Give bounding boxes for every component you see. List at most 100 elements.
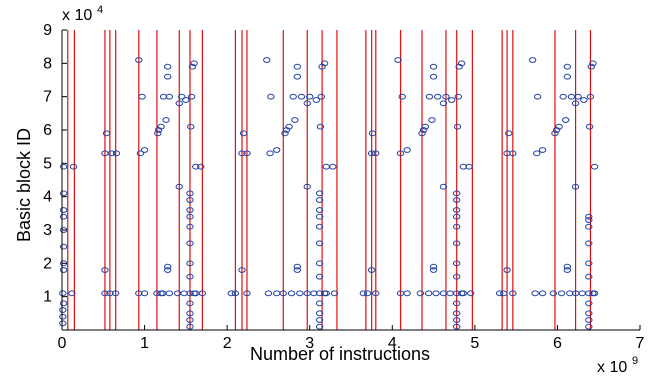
data-point [136,150,145,157]
data-point [457,60,466,67]
data-point [59,213,68,220]
data-point [398,93,406,100]
data-point [163,267,172,273]
data-point [533,93,542,100]
x-tick-label: 4 [388,335,397,352]
data-point [315,323,324,330]
data-point [580,97,588,103]
data-point [162,117,170,123]
data-point [503,150,511,157]
data-point [243,150,251,157]
y-multiplier-exponent: 4 [97,4,103,16]
y-tick-label: 9 [43,22,52,39]
data-point [101,267,109,273]
y-tick-label: 3 [43,222,52,239]
data-point [59,300,68,307]
data-point [557,290,566,297]
x-multiplier-exponent: 9 [632,355,638,367]
data-point [315,317,324,323]
data-point [452,223,461,230]
data-point [190,60,198,67]
data-point [315,273,324,280]
data-point [188,63,197,70]
data-point [281,130,289,137]
data-point [585,317,593,323]
data-point [317,93,325,100]
data-point [434,93,442,100]
data-point [533,150,541,157]
data-point [267,93,275,100]
data-point [590,290,599,297]
data-point [531,290,539,297]
data-point [566,290,574,297]
data-point [452,323,461,330]
data-point [272,290,281,297]
phase-boundary-lines [67,30,592,330]
data-point [561,117,570,123]
data-point [135,57,143,63]
x-tick-label: 3 [305,335,314,352]
data-point [503,267,511,273]
data-point [59,313,67,320]
data-point [372,150,380,157]
data-point [567,93,576,100]
data-point [318,63,326,70]
data-point [198,290,207,297]
data-point [452,317,461,323]
y-axis-label: Basic block ID [14,128,34,242]
data-point [439,183,448,190]
data-point [140,147,149,153]
data-point [296,290,304,297]
data-point [528,57,537,63]
data-point [163,73,172,80]
data-point [359,290,368,297]
data-point [396,150,405,157]
data-point [186,223,194,230]
data-point [165,290,174,297]
data-point [187,93,196,100]
data-point [429,267,438,273]
data-point [563,73,572,80]
data-point [428,117,436,123]
data-point [442,93,450,100]
data-point [186,317,194,323]
data-point [197,163,205,170]
data-point [587,63,595,70]
data-point [285,123,293,130]
y-tick-label: 8 [43,55,52,72]
data-point [315,223,324,230]
y-tick-label: 5 [43,155,52,172]
data-point [303,183,311,190]
axes [61,29,641,331]
data-point [238,267,246,273]
data-point [452,310,461,317]
data-point [186,240,194,247]
data-point [505,130,513,137]
data-point [263,57,271,63]
data-point [315,310,324,317]
data-point [322,163,330,170]
data-point [590,163,599,170]
x-tick-label: 6 [553,335,562,352]
data-point [421,123,430,130]
data-points [59,57,599,330]
data-point [418,130,426,137]
data-point [264,290,273,297]
data-point [59,267,68,273]
data-point [227,290,235,297]
data-point [432,290,440,297]
data-point [425,93,434,100]
data-point [585,223,593,230]
data-point [571,100,580,107]
data-point [452,240,461,247]
data-point [452,213,461,220]
data-point [163,263,172,270]
data-point [585,300,593,307]
data-point [293,267,302,273]
data-point [403,290,411,297]
data-point [186,273,194,280]
data-point [101,290,109,297]
data-point [316,123,325,130]
data-point [363,290,372,297]
data-point [367,150,376,157]
